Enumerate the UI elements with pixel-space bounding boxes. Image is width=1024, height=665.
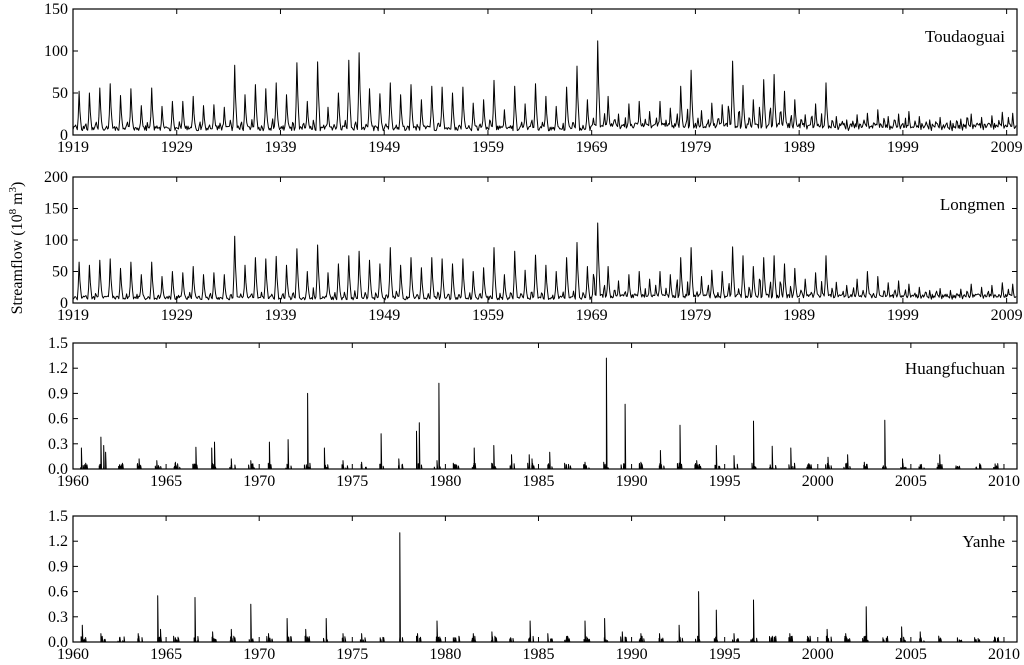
y-tick-label: 150 — [44, 1, 68, 18]
y-tick-label: 0.9 — [48, 558, 68, 575]
ylabel-sup-8: 8 — [7, 208, 19, 214]
x-tick-label: 1939 — [264, 139, 296, 156]
y-tick-label: 150 — [44, 201, 68, 218]
x-tick-label: 1985 — [522, 473, 554, 490]
plot-frame — [72, 8, 1018, 136]
x-tick-label: 1979 — [679, 139, 711, 156]
panel-title: Yanhe — [962, 532, 1005, 551]
ylabel-main: Streamflow (10 — [9, 214, 26, 314]
x-tick-label: 2005 — [895, 646, 927, 663]
x-tick-label: 1980 — [429, 646, 461, 663]
x-tick-label: 1919 — [57, 139, 89, 156]
ylabel-sup-3: 3 — [7, 186, 19, 192]
x-tick-label: 1970 — [243, 646, 275, 663]
x-tick-label: 1970 — [243, 473, 275, 490]
y-tick-label: 1.2 — [48, 533, 68, 550]
panel-yanhe: 0.0 0.3 0.6 0.9 1.2 1.5 1960 1965 1970 1975 1980 19… — [48, 508, 1020, 663]
x-tick-label: 1960 — [57, 473, 89, 490]
y-tick-label: 100 — [44, 43, 68, 60]
y-tick-label: 1.5 — [48, 508, 68, 525]
x-tick-label: 1985 — [522, 646, 554, 663]
x-tick-label: 1969 — [576, 139, 608, 156]
x-tick-label: 1929 — [161, 307, 193, 324]
x-tick-label: 2010 — [988, 646, 1020, 663]
y-tick-label: 0.6 — [48, 411, 68, 428]
y-tick-label: 50 — [52, 264, 68, 281]
y-tick-label: 0 — [60, 295, 68, 312]
panel-title: Longmen — [940, 195, 1006, 214]
series-line — [73, 357, 1017, 470]
y-tick-label: 0.0 — [48, 634, 68, 651]
x-tick-label: 1959 — [472, 139, 504, 156]
ylabel-close: ) — [9, 182, 26, 187]
x-tick-label: 1975 — [336, 473, 368, 490]
x-tick-label: 1979 — [679, 307, 711, 324]
panel-toudaoguai: 0 50 100 150 1919 1929 1939 1949 1959 1969 1979 198… — [44, 1, 1023, 156]
series-line — [72, 222, 1017, 301]
x-tick-label: 1929 — [161, 139, 193, 156]
y-tick-label: 50 — [52, 85, 68, 102]
x-tick-label: 2009 — [991, 307, 1023, 324]
x-tick-label: 1959 — [472, 307, 504, 324]
x-tick-label: 1989 — [783, 307, 815, 324]
x-tick-label: 2009 — [991, 139, 1023, 156]
x-tick-label: 1995 — [709, 646, 741, 663]
x-tick-label: 1995 — [709, 473, 741, 490]
y-tick-label: 1.5 — [48, 335, 68, 352]
x-tick-label: 1999 — [887, 139, 919, 156]
x-tick-label: 1960 — [57, 646, 89, 663]
y-tick-label: 0.0 — [48, 461, 68, 478]
y-tick-label: 0.3 — [48, 436, 68, 453]
y-tick-label: 200 — [44, 169, 68, 186]
x-tick-label: 1949 — [368, 307, 400, 324]
series-line — [72, 40, 1017, 132]
x-tick-label: 1990 — [616, 473, 648, 490]
x-tick-label: 1919 — [57, 307, 89, 324]
y-tick-label: 1.2 — [48, 360, 68, 377]
y-tick-label: 0.9 — [48, 385, 68, 402]
y-tick-label: 100 — [44, 232, 68, 249]
panel-title: Toudaoguai — [925, 27, 1005, 46]
x-tick-label: 1965 — [150, 473, 182, 490]
y-axis-label: Streamflow (108 m3) — [7, 182, 26, 315]
x-tick-label: 1980 — [429, 473, 461, 490]
ylabel-unit: m — [9, 192, 26, 209]
series-line — [73, 532, 1017, 643]
y-tick-label: 0.3 — [48, 609, 68, 626]
x-tick-label: 2005 — [895, 473, 927, 490]
x-tick-label: 2010 — [988, 473, 1020, 490]
panel-longmen: 0 50 100 150 200 1919 1929 1939 1949 1959 1969 1979… — [44, 169, 1023, 324]
x-tick-label: 1969 — [576, 307, 608, 324]
y-tick-label: 0 — [60, 127, 68, 144]
x-tick-label: 1939 — [264, 307, 296, 324]
x-tick-label: 1965 — [150, 646, 182, 663]
x-tick-label: 2000 — [802, 473, 834, 490]
x-tick-label: 1975 — [336, 646, 368, 663]
y-tick-label: 0.6 — [48, 584, 68, 601]
panel-title: Huangfuchuan — [905, 359, 1006, 378]
x-tick-label: 1989 — [783, 139, 815, 156]
panel-huangfuchuan: 0.0 0.3 0.6 0.9 1.2 1.5 1960 1965 1970 1975 1980 19… — [48, 335, 1020, 490]
plot-frame — [72, 515, 1018, 643]
x-tick-label: 1999 — [887, 307, 919, 324]
x-tick-label: 1990 — [616, 646, 648, 663]
x-tick-label: 1949 — [368, 139, 400, 156]
x-tick-label: 2000 — [802, 646, 834, 663]
